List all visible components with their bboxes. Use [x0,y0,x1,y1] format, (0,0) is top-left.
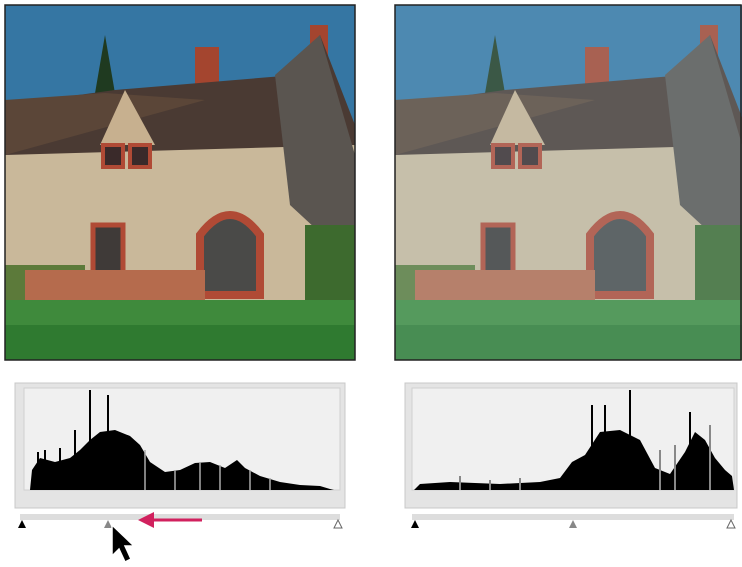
histogram-after [405,383,737,528]
white-point-slider[interactable] [334,520,342,528]
midtone-slider[interactable] [569,520,577,528]
photo-after [395,5,742,360]
illustration [0,0,742,567]
page: {} html, body { margin: 0; padding: 0; b… [0,0,742,567]
photo-tint [395,5,742,360]
body [0,0,742,567]
slider-track [412,514,734,520]
black-point-slider[interactable] [18,520,26,528]
midtone-slider[interactable] [104,520,112,528]
photo-before [5,5,355,360]
histogram-before [15,383,345,528]
black-point-slider[interactable] [411,520,419,528]
white-point-slider[interactable] [727,520,735,528]
mouse-cursor [112,525,134,562]
photo-before-image [5,5,355,360]
